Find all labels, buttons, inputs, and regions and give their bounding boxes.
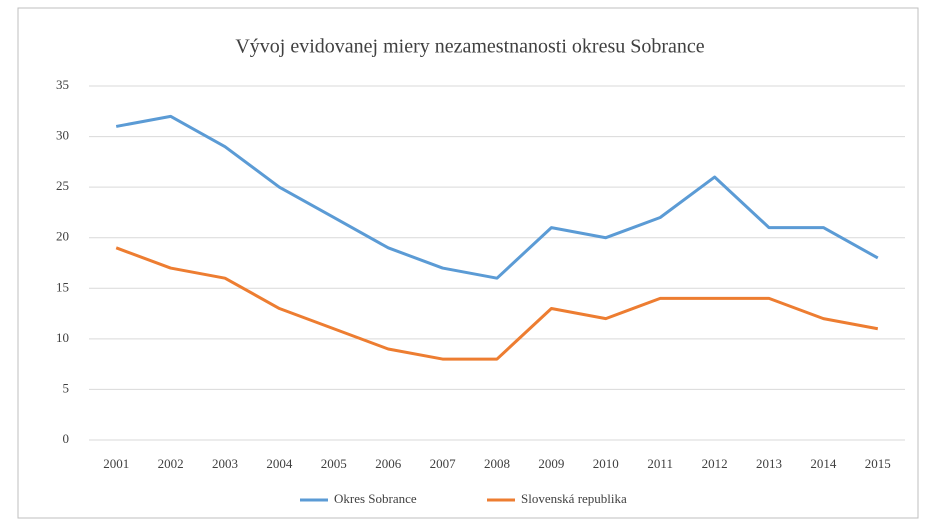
x-tick-label: 2010 [593, 456, 619, 471]
y-tick-label: 30 [56, 128, 69, 143]
y-tick-label: 5 [63, 380, 70, 395]
y-tick-label: 0 [63, 431, 70, 446]
x-tick-label: 2014 [810, 456, 837, 471]
series-line [115, 246, 879, 361]
y-tick-label: 10 [56, 330, 69, 345]
y-tick-label: 35 [56, 77, 69, 92]
x-tick-label: 2001 [103, 456, 129, 471]
x-tick-label: 2012 [702, 456, 728, 471]
legend-label: Okres Sobrance [334, 491, 417, 506]
x-tick-label: 2011 [647, 456, 673, 471]
y-tick-label: 25 [56, 178, 69, 193]
x-tick-label: 2009 [538, 456, 564, 471]
x-tick-label: 2004 [266, 456, 293, 471]
x-tick-label: 2015 [865, 456, 891, 471]
x-tick-label: 2003 [212, 456, 238, 471]
x-tick-label: 2005 [321, 456, 347, 471]
x-tick-label: 2002 [158, 456, 184, 471]
x-tick-label: 2008 [484, 456, 510, 471]
series-line [115, 114, 879, 280]
chart-frame [17, 7, 919, 519]
x-tick-label: 2013 [756, 456, 782, 471]
x-tick-label: 2007 [430, 456, 457, 471]
y-tick-label: 15 [56, 279, 69, 294]
x-tick-label: 2006 [375, 456, 402, 471]
chart-title: Vývoj evidovanej miery nezamestnanosti o… [235, 36, 704, 58]
legend-label: Slovenská republika [521, 491, 627, 506]
y-tick-label: 20 [56, 229, 69, 244]
